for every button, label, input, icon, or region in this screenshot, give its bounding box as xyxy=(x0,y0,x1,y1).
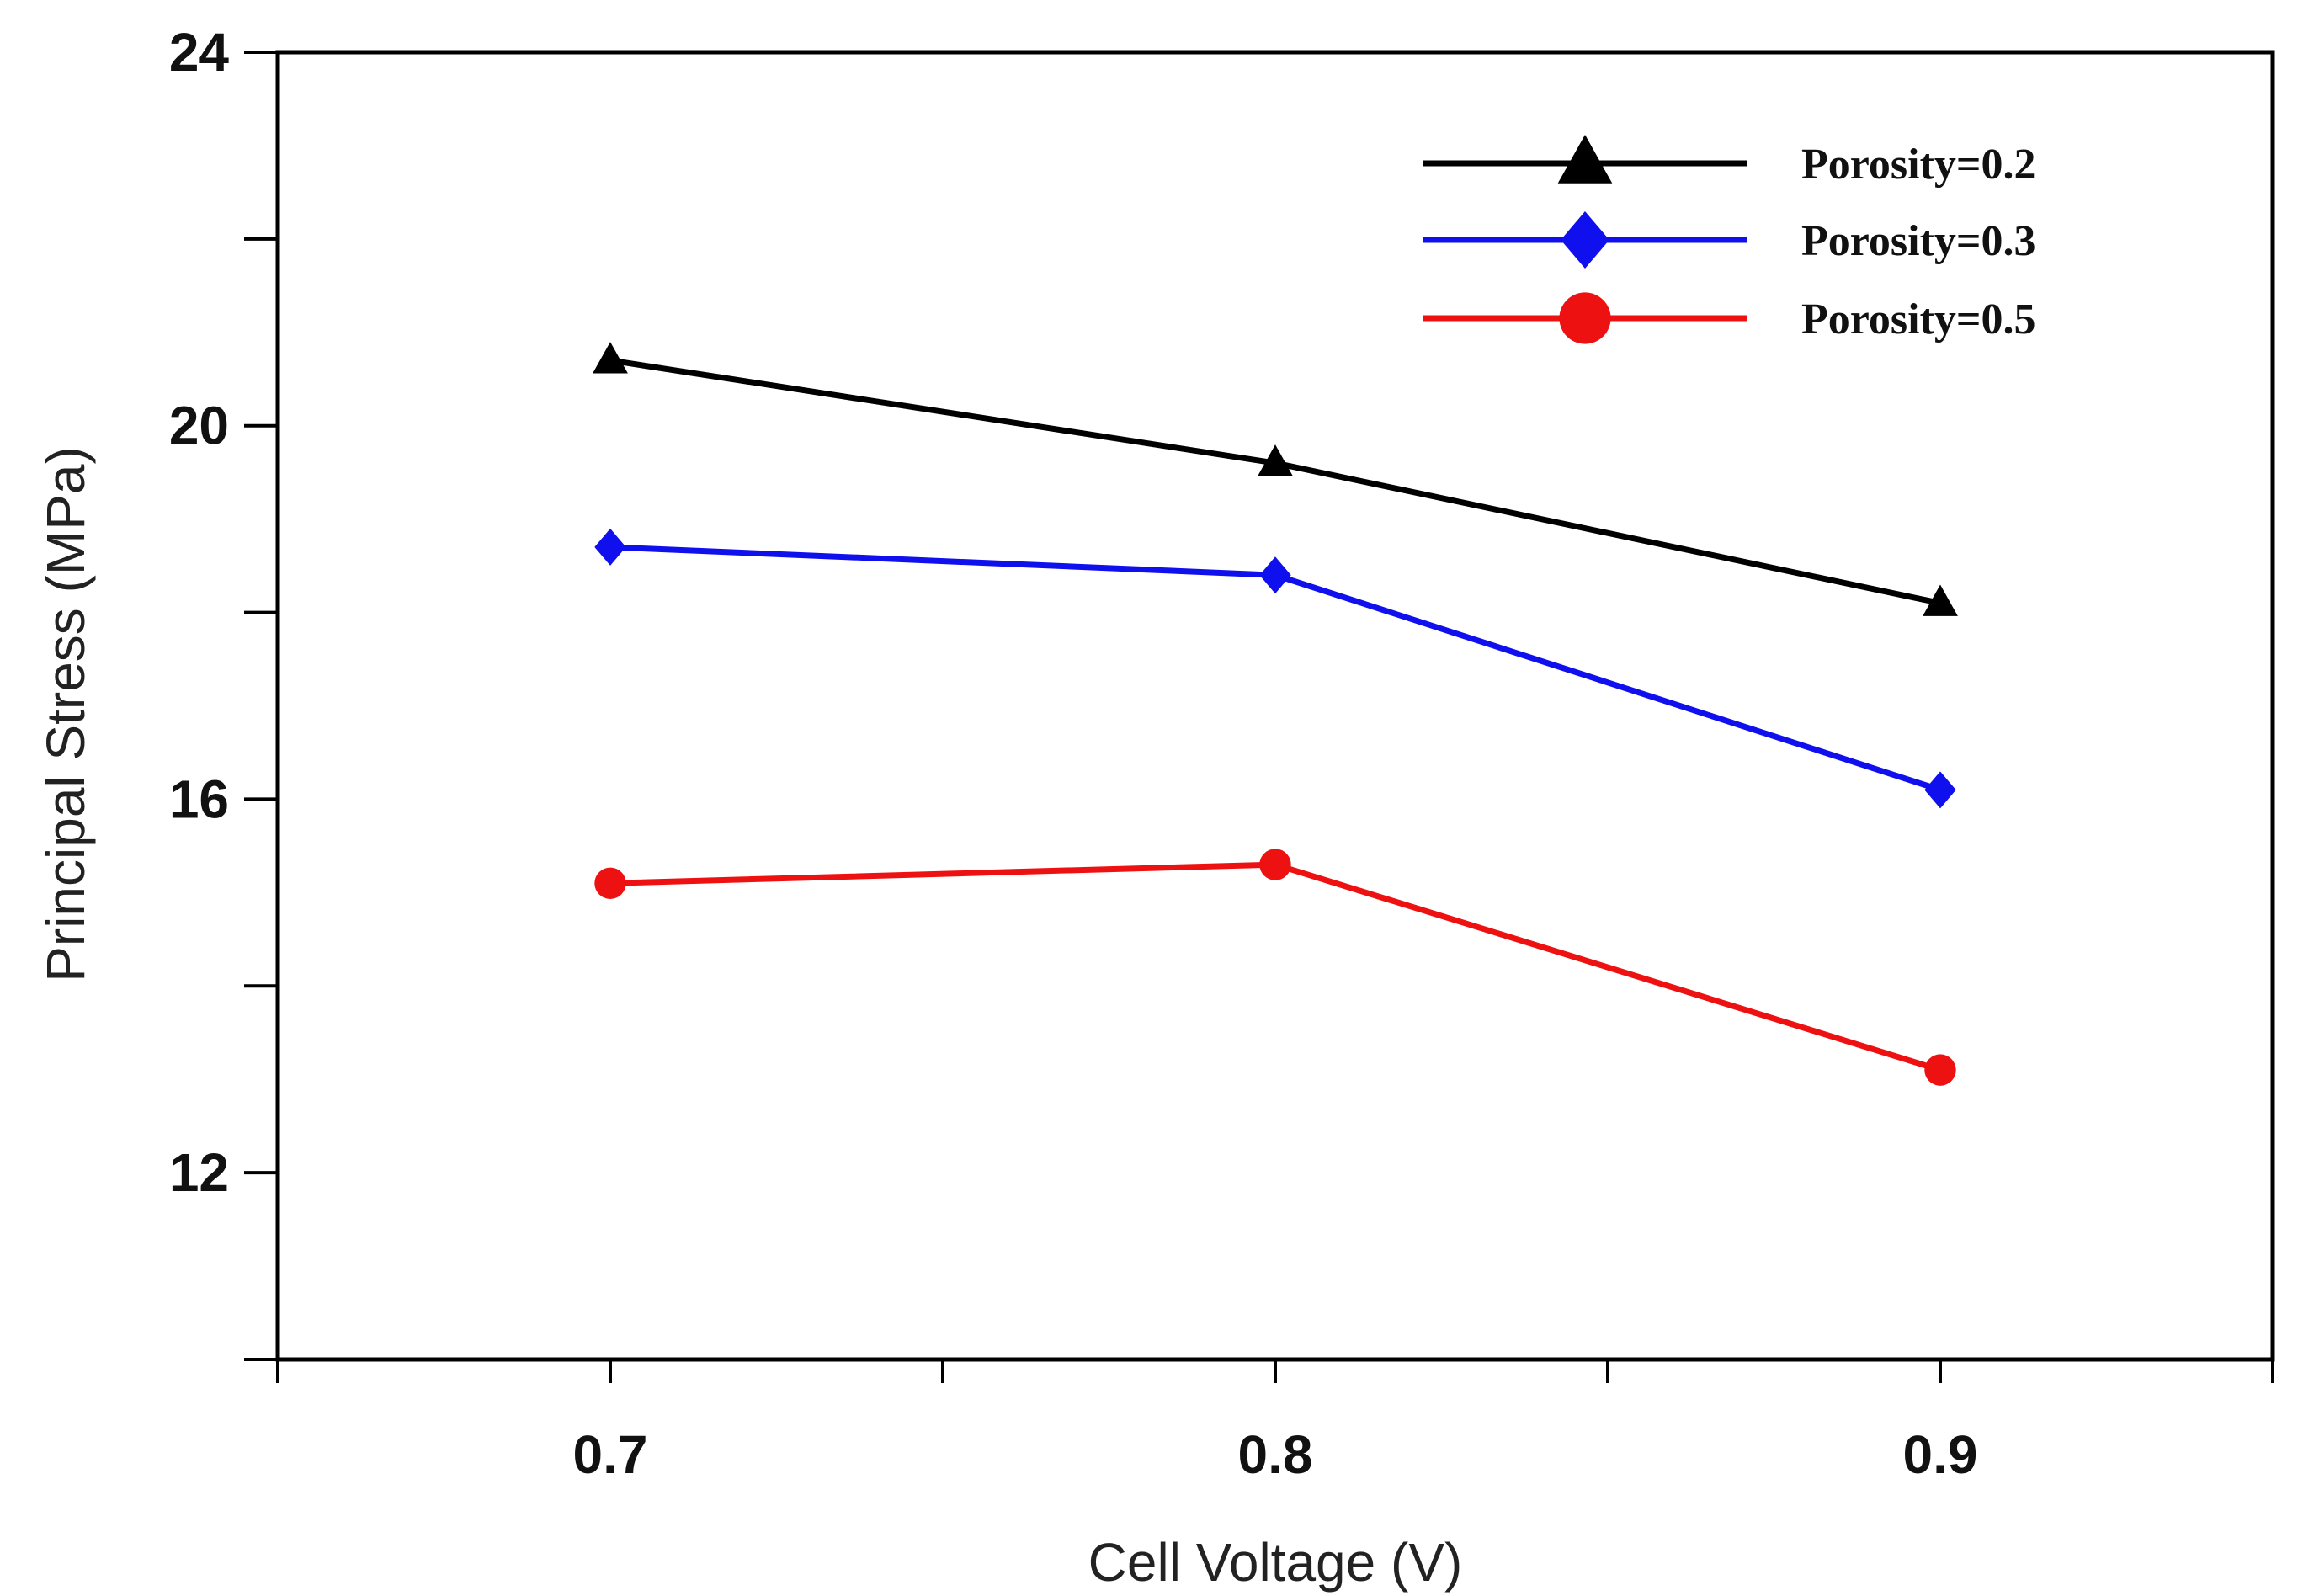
y-axis: 12 16 20 24 xyxy=(169,22,278,1361)
legend-entry: Porosity=0.5 xyxy=(1423,292,2036,344)
y-tick-label: 16 xyxy=(169,769,229,829)
y-tick-label: 24 xyxy=(169,22,230,82)
legend-entry: Porosity=0.3 xyxy=(1423,211,2036,269)
data-point-marker xyxy=(593,342,628,374)
legend-entry: Porosity=0.2 xyxy=(1423,135,2036,189)
legend-label: Porosity=0.5 xyxy=(1801,295,2036,343)
series-group xyxy=(593,342,1958,1086)
data-point-marker xyxy=(594,528,626,566)
data-point-marker xyxy=(1259,556,1291,594)
x-tick-label: 0.7 xyxy=(573,1424,648,1485)
legend-marker xyxy=(1561,211,1609,269)
series-2 xyxy=(594,528,1956,809)
x-axis-title: Cell Voltage (V) xyxy=(1088,1532,1463,1593)
y-axis-title: Principal Stress (MPa) xyxy=(35,446,96,982)
x-tick-label: 0.8 xyxy=(1238,1424,1313,1485)
data-point-marker xyxy=(1924,1054,1956,1086)
y-tick-label: 20 xyxy=(169,396,229,456)
data-point-marker xyxy=(1924,771,1956,809)
x-tick-label: 0.9 xyxy=(1903,1424,1978,1485)
data-point-marker xyxy=(594,867,626,899)
y-tick-label: 12 xyxy=(169,1142,229,1203)
series-3 xyxy=(594,849,1956,1086)
data-point-marker xyxy=(1258,444,1293,476)
legend-label: Porosity=0.2 xyxy=(1801,141,2036,189)
data-point-marker xyxy=(1259,849,1291,880)
series-line xyxy=(609,861,1942,1073)
legend-marker xyxy=(1559,292,1611,344)
data-point-marker xyxy=(1923,584,1958,616)
legend-marker xyxy=(1557,135,1613,184)
x-axis: 0.7 0.8 0.9 xyxy=(276,1359,2274,1485)
series-1 xyxy=(593,342,1958,616)
legend-label: Porosity=0.3 xyxy=(1801,217,2036,265)
legend: Porosity=0.2 Porosity=0.3 Porosity=0.5 xyxy=(1423,135,2036,344)
